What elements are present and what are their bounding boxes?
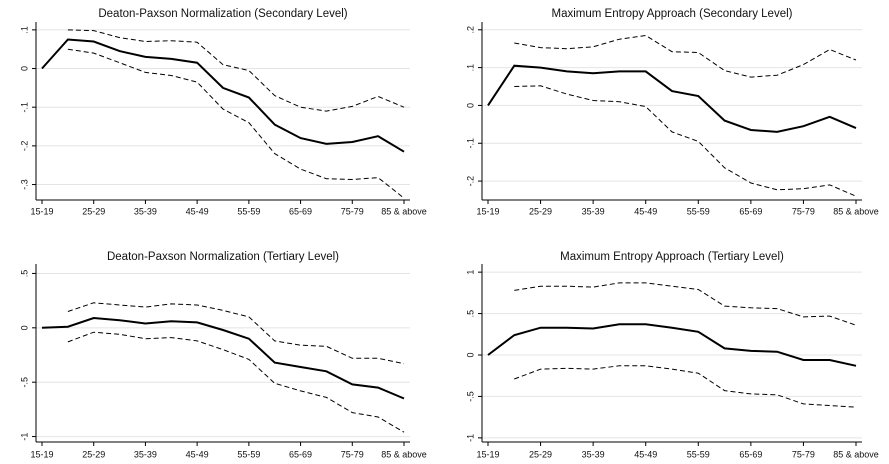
x-tick-label: 25-29 <box>529 449 552 459</box>
estimate-line <box>41 38 405 153</box>
ci-line <box>67 331 405 433</box>
estimate-line <box>487 64 857 133</box>
x-tick-label: 65-69 <box>289 206 312 216</box>
x-tick-label: 85 & above <box>381 206 427 216</box>
x-tick-label: 55-59 <box>237 449 260 459</box>
x-tick-label: 25-29 <box>82 206 105 216</box>
ci-line <box>67 302 405 365</box>
estimate-line <box>41 316 405 400</box>
x-tick-label: 85 & above <box>381 449 427 459</box>
x-tick-label: 15-19 <box>476 449 499 459</box>
chart-title: Maximum Entropy Approach (Secondary Leve… <box>552 8 793 20</box>
y-tick-label: -1 <box>19 433 29 441</box>
x-tick-label: 75-79 <box>341 449 364 459</box>
x-tick-label: 45-49 <box>186 206 209 216</box>
y-tick-label: .5 <box>465 310 475 318</box>
ci-line <box>67 48 405 199</box>
x-tick-label: 55-59 <box>687 206 710 216</box>
y-tick-label: .5 <box>19 270 29 278</box>
y-tick-label: 0 <box>19 325 29 330</box>
y-tick-label: 0 <box>465 352 475 357</box>
y-tick-label: -.5 <box>19 377 29 388</box>
x-tick-label: 85 & above <box>833 449 879 459</box>
x-tick-label: 55-59 <box>237 206 260 216</box>
x-tick-label: 75-79 <box>792 449 815 459</box>
ci-line <box>67 29 405 112</box>
y-tick-label: -.2 <box>19 141 29 152</box>
x-tick-label: 75-79 <box>341 206 364 216</box>
x-tick-label: 65-69 <box>289 449 312 459</box>
y-tick-label: 1 <box>465 270 475 275</box>
y-tick-label: .1 <box>465 64 475 72</box>
y-tick-label: -.2 <box>465 176 475 187</box>
x-tick-label: 35-39 <box>582 449 605 459</box>
y-tick-label: 0 <box>465 103 475 108</box>
chart-title: Deaton-Paxson Normalization (Secondary L… <box>98 8 347 20</box>
x-tick-label: 55-59 <box>687 449 710 459</box>
x-tick-label: 85 & above <box>833 206 879 216</box>
ci-line <box>514 282 857 326</box>
ci-line <box>514 34 857 78</box>
x-tick-label: 35-39 <box>582 206 605 216</box>
estimate-line <box>487 323 857 367</box>
x-tick-label: 15-19 <box>30 449 53 459</box>
y-tick-label: -.1 <box>465 138 475 149</box>
x-tick-label: 45-49 <box>634 206 657 216</box>
y-tick-label: -1 <box>465 434 475 442</box>
y-tick-label: 0 <box>19 66 29 71</box>
ci-line <box>514 365 857 408</box>
ci-line <box>514 85 857 197</box>
y-tick-label: -.3 <box>19 179 29 190</box>
x-tick-label: 35-39 <box>134 206 157 216</box>
x-tick-label: 75-79 <box>792 206 815 216</box>
x-tick-label: 25-29 <box>529 206 552 216</box>
x-tick-label: 25-29 <box>82 449 105 459</box>
x-tick-label: 45-49 <box>634 449 657 459</box>
x-tick-label: 15-19 <box>30 206 53 216</box>
x-tick-label: 65-69 <box>739 206 762 216</box>
chart-title: Deaton-Paxson Normalization (Tertiary Le… <box>107 251 339 263</box>
y-tick-label: .2 <box>465 26 475 34</box>
x-tick-label: 35-39 <box>134 449 157 459</box>
x-tick-label: 15-19 <box>476 206 499 216</box>
chart-title: Maximum Entropy Approach (Tertiary Level… <box>560 251 784 263</box>
y-tick-label: -.1 <box>19 102 29 113</box>
y-tick-label: -.5 <box>465 391 475 402</box>
x-tick-label: 45-49 <box>186 449 209 459</box>
y-tick-label: .1 <box>19 26 29 34</box>
x-tick-label: 65-69 <box>739 449 762 459</box>
